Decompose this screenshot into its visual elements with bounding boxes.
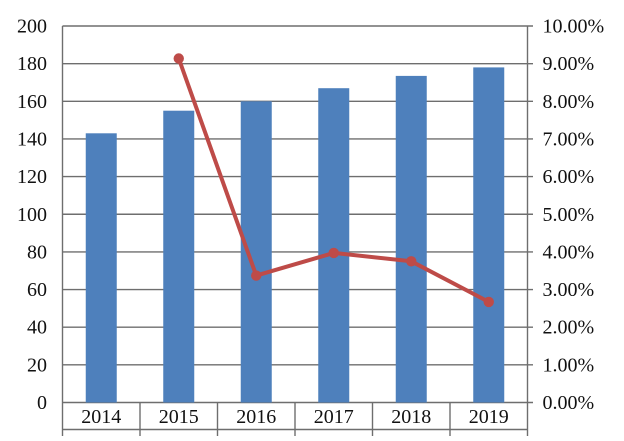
svg-text:120: 120 [17, 166, 47, 188]
svg-text:2014: 2014 [81, 406, 121, 428]
svg-text:10.00%: 10.00% [543, 16, 605, 38]
svg-text:60: 60 [27, 279, 47, 301]
svg-text:7.00%: 7.00% [543, 128, 595, 150]
svg-text:2018: 2018 [391, 406, 431, 428]
svg-text:3.00%: 3.00% [543, 279, 595, 301]
svg-text:140: 140 [17, 128, 47, 150]
svg-text:8.00%: 8.00% [543, 91, 595, 113]
svg-text:160: 160 [17, 91, 47, 113]
svg-text:2015: 2015 [159, 406, 199, 428]
svg-text:100: 100 [17, 204, 47, 226]
svg-text:0.00%: 0.00% [543, 392, 595, 414]
svg-text:200: 200 [17, 16, 47, 38]
svg-text:4.00%: 4.00% [543, 241, 595, 263]
svg-text:1.00%: 1.00% [543, 354, 595, 376]
svg-text:180: 180 [17, 53, 47, 75]
svg-text:5.00%: 5.00% [543, 204, 595, 226]
svg-text:20: 20 [27, 354, 47, 376]
svg-text:9.00%: 9.00% [543, 53, 595, 75]
svg-text:2019: 2019 [469, 406, 509, 428]
svg-text:2017: 2017 [314, 406, 354, 428]
svg-text:40: 40 [27, 317, 47, 339]
svg-text:6.00%: 6.00% [543, 166, 595, 188]
svg-text:0: 0 [37, 392, 47, 414]
svg-text:2.00%: 2.00% [543, 317, 595, 339]
svg-text:80: 80 [27, 241, 47, 263]
svg-text:2016: 2016 [236, 406, 276, 428]
